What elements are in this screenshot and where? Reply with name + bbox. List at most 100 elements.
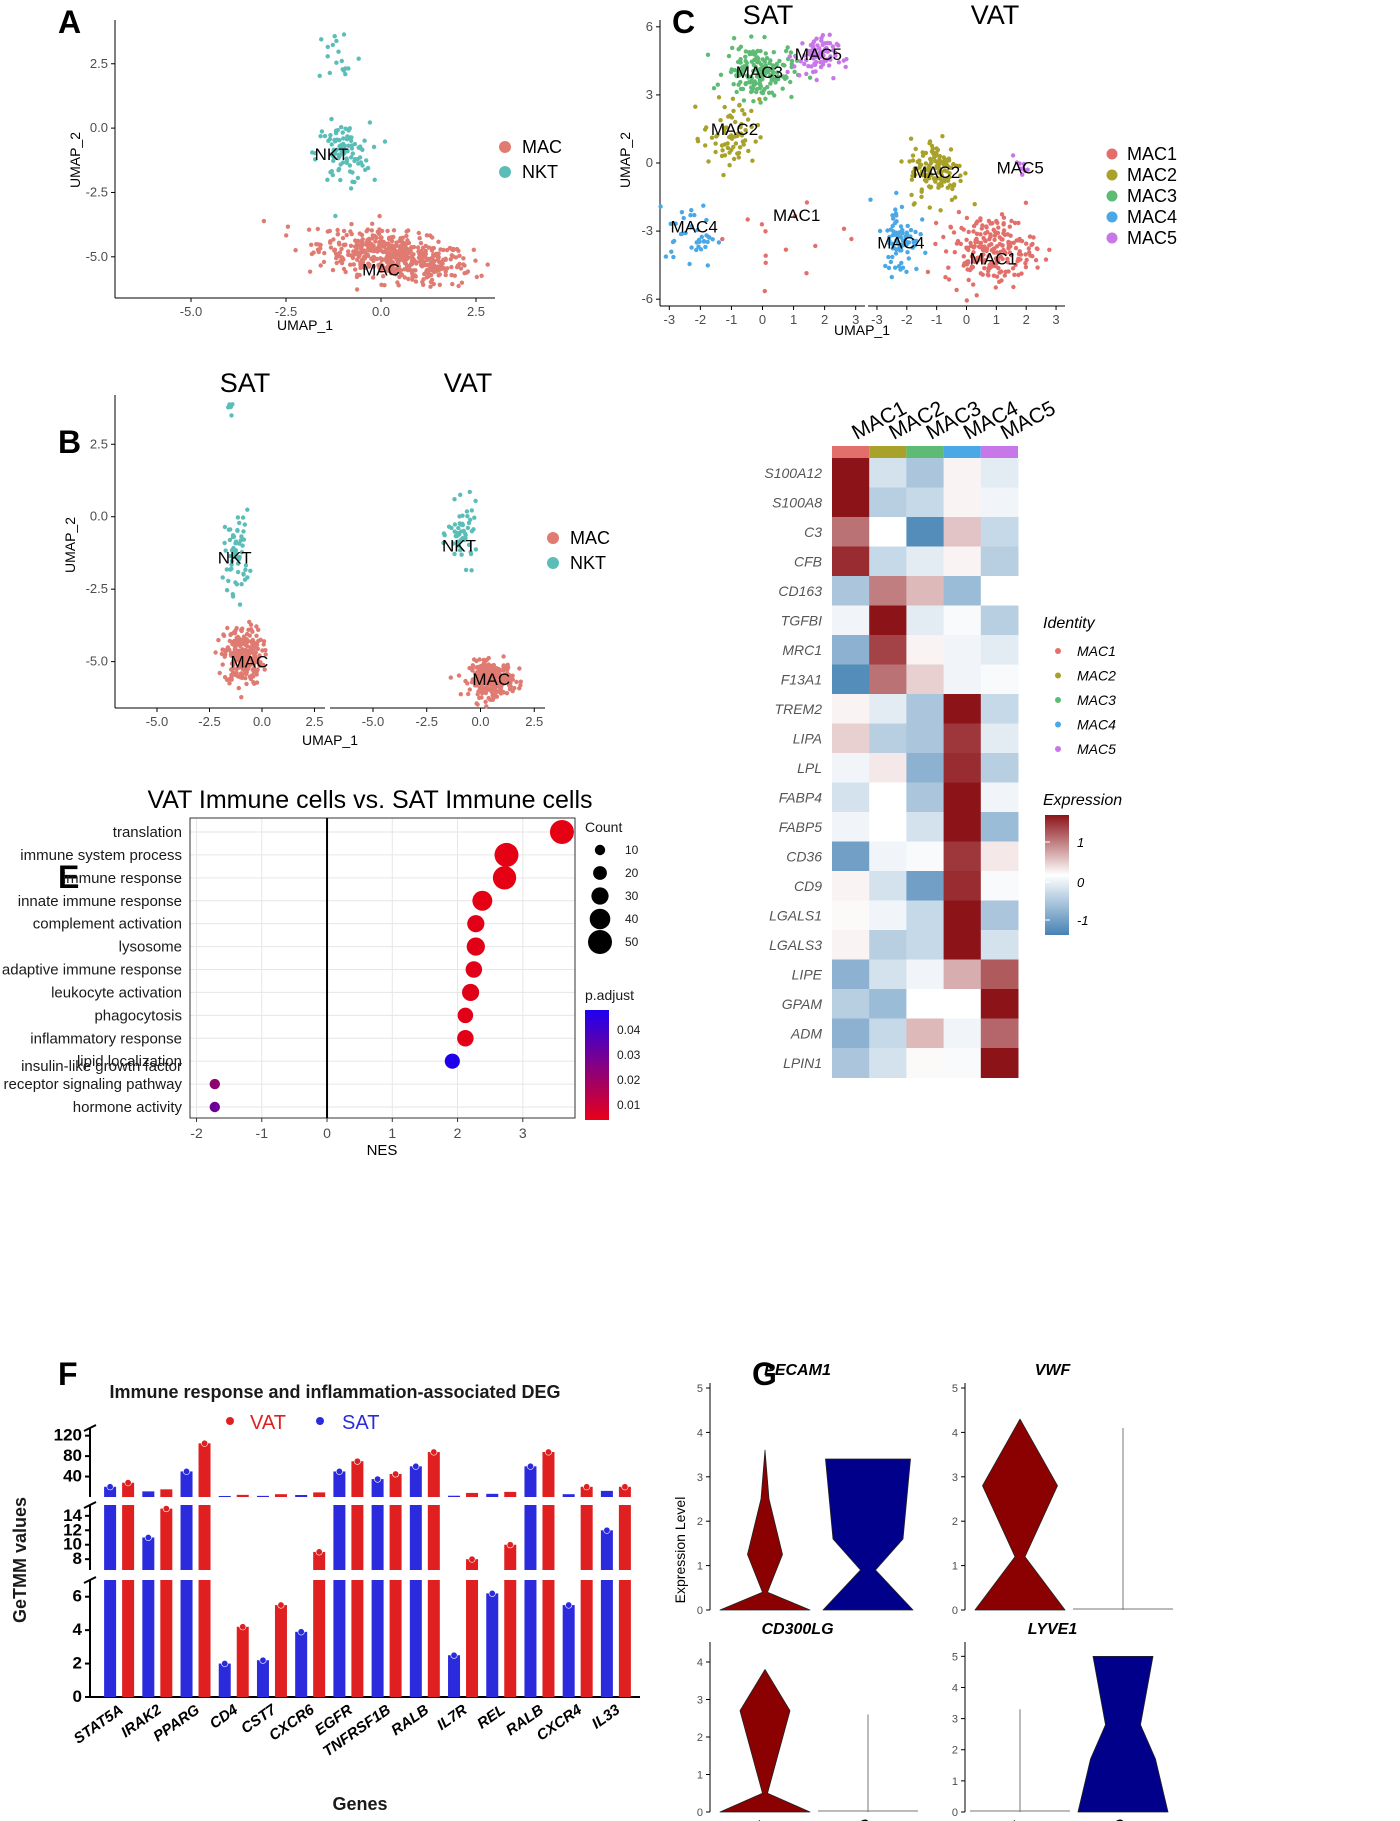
heatmap-cell bbox=[869, 959, 907, 990]
data-point bbox=[350, 151, 355, 156]
data-point bbox=[423, 243, 428, 249]
data-point bbox=[933, 220, 939, 226]
violin bbox=[719, 1449, 811, 1611]
data-point bbox=[466, 691, 471, 697]
data-point bbox=[506, 682, 512, 688]
data-point bbox=[493, 673, 499, 678]
data-point bbox=[317, 73, 322, 79]
data-point bbox=[245, 654, 250, 659]
data-point bbox=[256, 627, 261, 632]
data-point bbox=[783, 247, 789, 252]
heatmap-cell bbox=[906, 1018, 945, 1049]
data-point bbox=[452, 522, 458, 527]
heatmap-cell bbox=[980, 546, 1019, 577]
data-point bbox=[259, 1656, 267, 1664]
heatmap-cell bbox=[906, 841, 945, 872]
data-point bbox=[313, 151, 318, 156]
category-label: EC1 bbox=[718, 1812, 778, 1821]
data-point bbox=[737, 102, 742, 108]
legend-label-vat: VAT bbox=[250, 1412, 286, 1434]
data-point bbox=[993, 285, 998, 290]
heatmap-cell bbox=[906, 723, 945, 754]
data-point bbox=[888, 227, 893, 232]
data-point bbox=[759, 90, 764, 95]
data-point bbox=[828, 54, 833, 59]
data-point bbox=[402, 248, 407, 253]
data-point bbox=[234, 641, 240, 647]
data-point bbox=[361, 265, 367, 270]
data-point bbox=[1012, 220, 1018, 226]
heatmap-cell bbox=[906, 812, 945, 842]
chart-title: VAT Immune cells vs. SAT Immune cells bbox=[147, 786, 592, 814]
y-tick-label: 2 bbox=[952, 1745, 958, 1757]
data-point bbox=[456, 673, 462, 678]
bar bbox=[389, 1474, 402, 1497]
data-point bbox=[982, 266, 987, 271]
x-tick-label: -5.0 bbox=[180, 304, 202, 319]
data-point bbox=[893, 265, 898, 270]
data-point bbox=[927, 170, 933, 176]
legend-swatch bbox=[1106, 169, 1118, 181]
data-point bbox=[735, 69, 740, 74]
data-point bbox=[386, 253, 391, 258]
data-point bbox=[722, 104, 727, 110]
data-point bbox=[769, 78, 774, 83]
data-point bbox=[379, 235, 384, 240]
data-point bbox=[721, 125, 726, 131]
data-point bbox=[888, 259, 894, 265]
data-point bbox=[731, 156, 737, 162]
data-point bbox=[471, 247, 476, 252]
cluster-color-bar bbox=[869, 446, 907, 459]
data-point bbox=[306, 227, 312, 232]
data-point bbox=[936, 170, 942, 175]
data-point bbox=[229, 562, 234, 567]
data-point bbox=[501, 654, 506, 659]
legend-swatch bbox=[1055, 697, 1061, 703]
data-point bbox=[923, 161, 929, 166]
data-point bbox=[819, 35, 824, 41]
data-point bbox=[713, 149, 718, 155]
data-point bbox=[346, 143, 351, 148]
x-tick-label: -2.5 bbox=[416, 714, 438, 729]
data-point bbox=[346, 249, 351, 254]
data-point bbox=[739, 122, 744, 127]
data-point bbox=[227, 647, 232, 653]
data-point bbox=[448, 257, 453, 262]
data-point bbox=[1008, 240, 1013, 246]
data-point bbox=[394, 240, 399, 245]
facet-title-sat: SAT bbox=[743, 0, 794, 30]
row-label: FABP5 bbox=[779, 819, 823, 835]
data-point bbox=[898, 235, 904, 240]
data-point bbox=[253, 650, 258, 655]
bar bbox=[389, 1505, 402, 1570]
y-tick-label: -3 bbox=[641, 223, 653, 238]
count-legend-label: 40 bbox=[625, 912, 639, 926]
panel-letter-c: C bbox=[672, 4, 695, 40]
data-point bbox=[886, 254, 891, 260]
data-point bbox=[731, 82, 736, 87]
data-point bbox=[994, 250, 1000, 255]
data-point bbox=[358, 250, 363, 256]
count-legend-label: 20 bbox=[625, 866, 639, 880]
data-point bbox=[890, 213, 895, 218]
data-point bbox=[469, 568, 474, 573]
data-point bbox=[233, 554, 238, 560]
data-point bbox=[904, 230, 909, 235]
data-point bbox=[737, 145, 743, 150]
data-point bbox=[804, 200, 810, 205]
data-point bbox=[701, 238, 707, 244]
data-point bbox=[489, 664, 494, 670]
data-point bbox=[1000, 256, 1005, 262]
data-point bbox=[968, 240, 973, 246]
heatmap-cell bbox=[906, 664, 945, 695]
data-point bbox=[216, 637, 221, 643]
data-point bbox=[243, 563, 249, 568]
data-point bbox=[885, 228, 890, 233]
bar bbox=[104, 1486, 117, 1497]
data-point bbox=[964, 298, 969, 303]
y-axis-label: UMAP_2 bbox=[67, 132, 83, 188]
data-point bbox=[372, 177, 377, 182]
bar bbox=[448, 1655, 461, 1697]
row-label: LGALS3 bbox=[769, 937, 822, 953]
data-point bbox=[992, 229, 998, 234]
